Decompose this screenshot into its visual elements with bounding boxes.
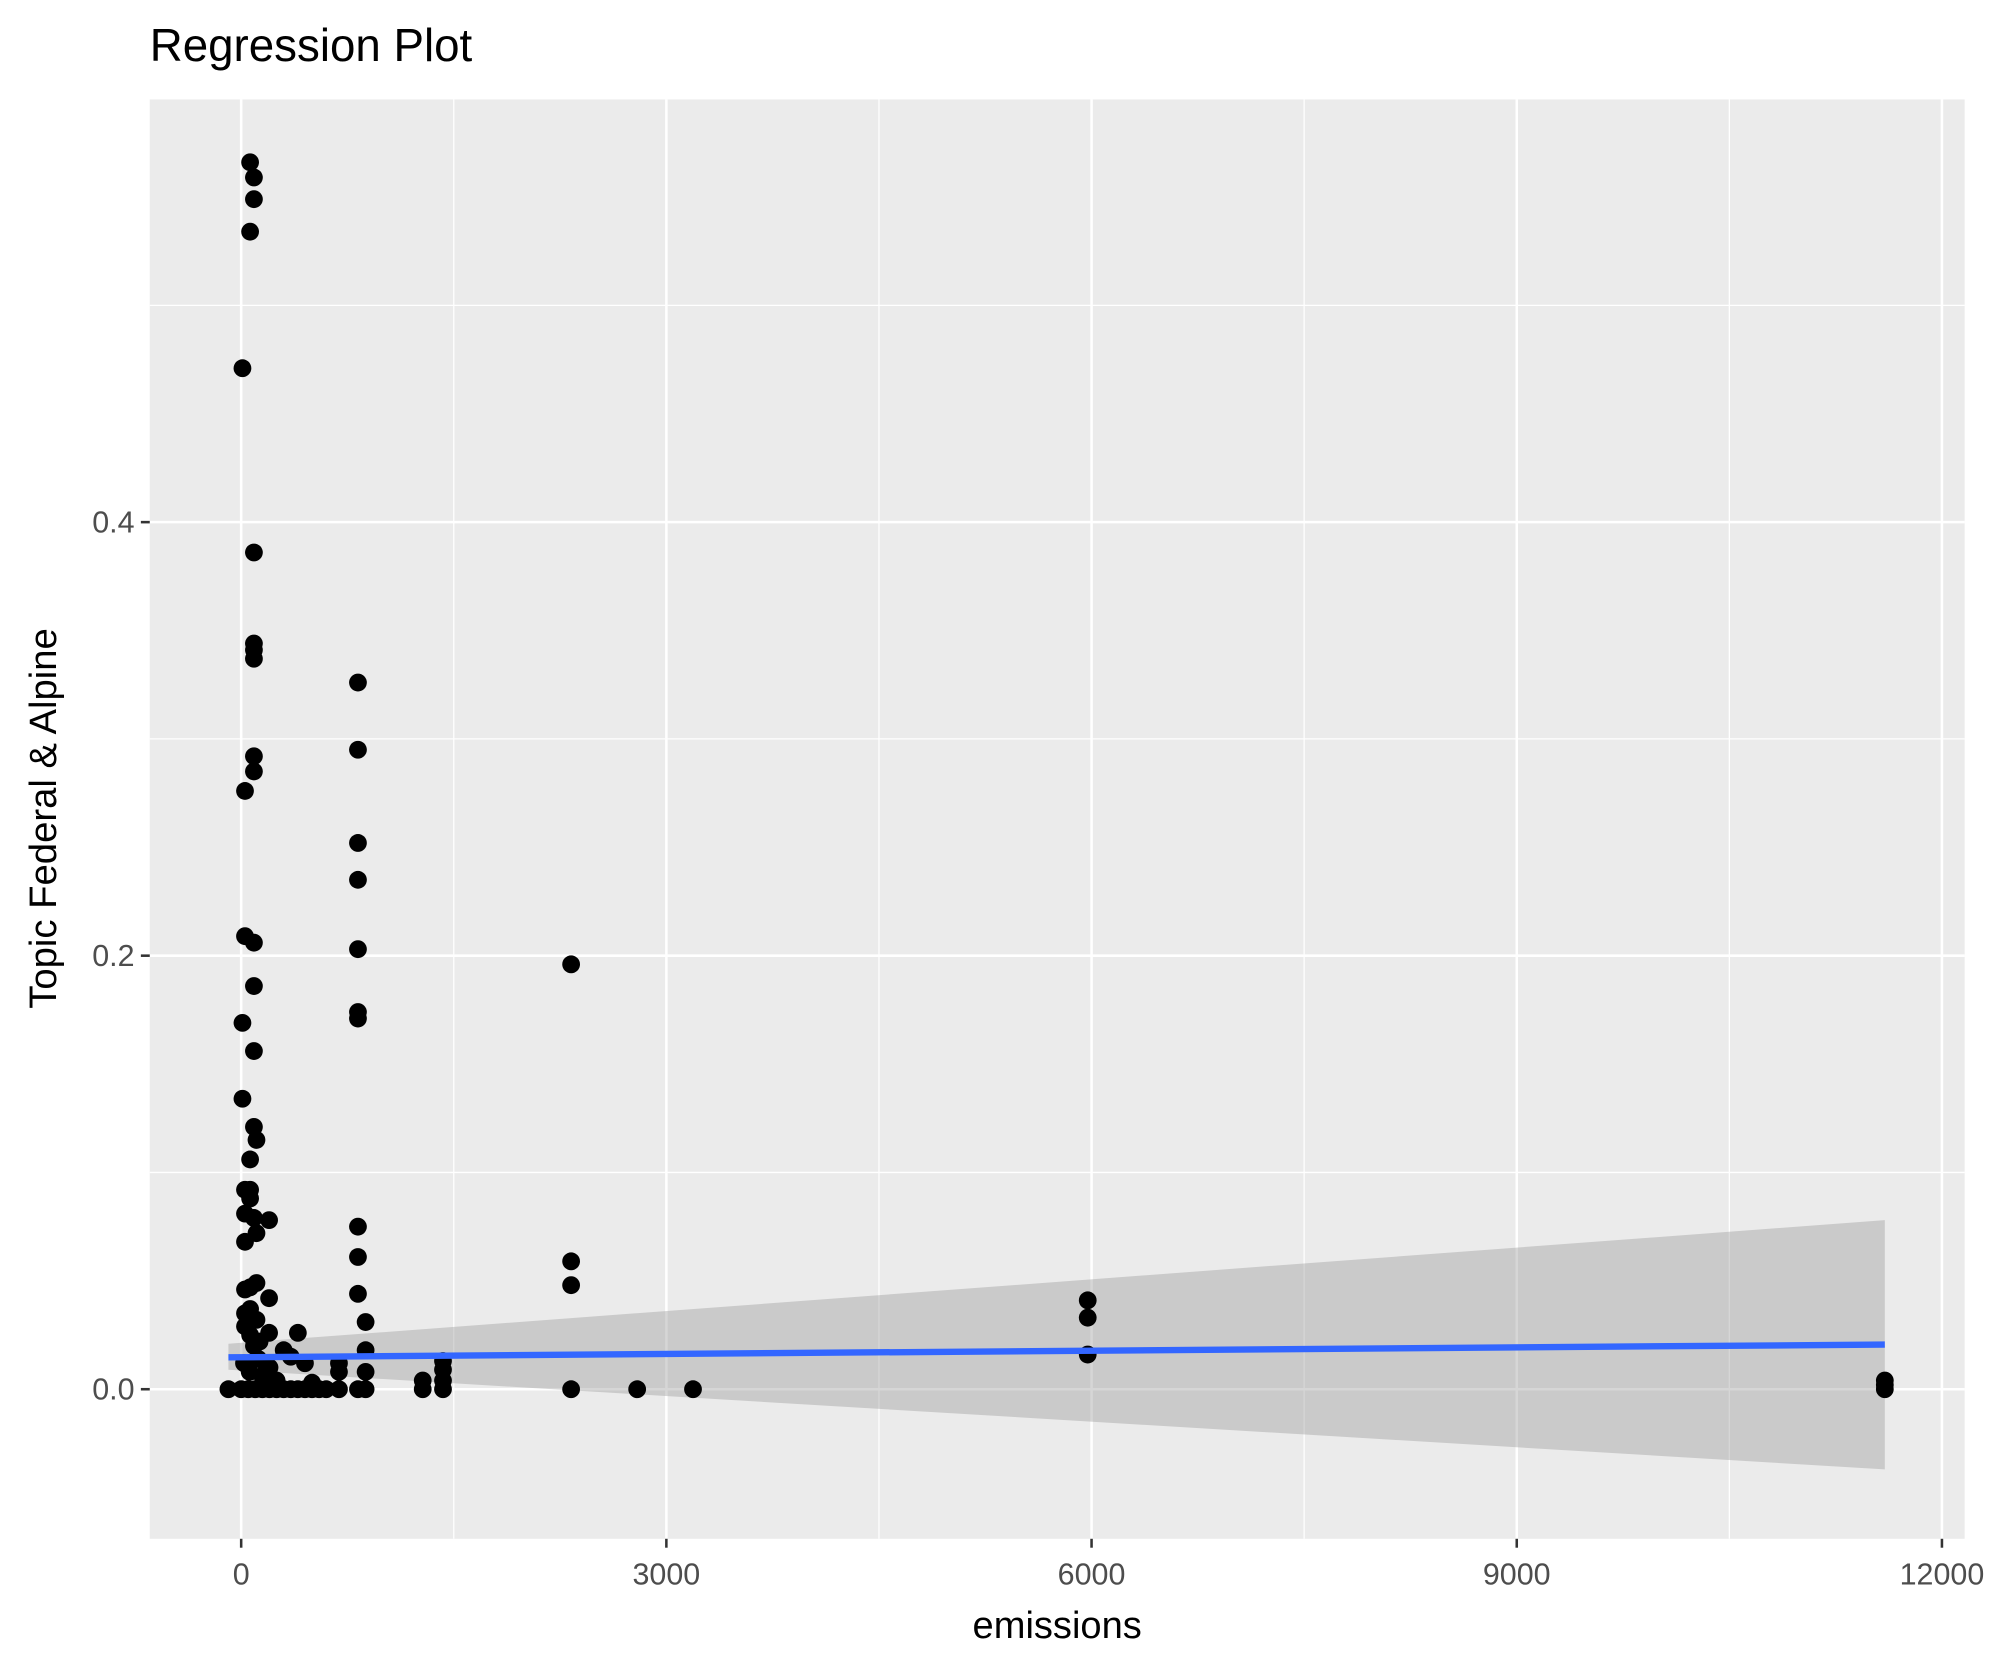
data-point bbox=[330, 1362, 348, 1381]
data-point bbox=[1078, 1291, 1097, 1310]
x-tick-label: 3000 bbox=[632, 1558, 700, 1592]
data-points bbox=[219, 153, 1894, 1399]
data-point bbox=[434, 1380, 452, 1399]
data-point bbox=[349, 673, 367, 692]
data-point bbox=[241, 153, 259, 172]
data-point bbox=[349, 940, 367, 959]
data-point bbox=[245, 1042, 263, 1060]
data-point bbox=[245, 933, 263, 952]
data-point bbox=[236, 782, 254, 800]
x-axis-label: emissions bbox=[973, 1604, 1142, 1647]
axes: 0 3000 6000 9000 12000 0.0 0.2 0.4 bbox=[92, 505, 1984, 1591]
data-point bbox=[349, 1009, 367, 1028]
data-point bbox=[241, 1150, 259, 1169]
x-tick-label: 0 bbox=[233, 1558, 250, 1592]
x-tick-label: 12000 bbox=[1900, 1558, 1985, 1592]
data-point bbox=[236, 1232, 254, 1251]
data-point bbox=[245, 543, 263, 562]
data-point bbox=[356, 1313, 375, 1331]
data-point bbox=[356, 1362, 375, 1381]
y-tick-label: 0.4 bbox=[92, 505, 134, 539]
y-axis-label: Topic Federal & Alpine bbox=[22, 628, 65, 1009]
x-tick-label: 6000 bbox=[1058, 1558, 1126, 1592]
data-point bbox=[233, 1013, 252, 1032]
data-point bbox=[349, 740, 367, 759]
data-point bbox=[245, 762, 263, 781]
data-point bbox=[245, 168, 263, 187]
data-point bbox=[241, 222, 259, 241]
data-point bbox=[317, 1380, 336, 1399]
data-point bbox=[257, 1360, 276, 1379]
data-point bbox=[562, 1380, 581, 1399]
confidence-band bbox=[228, 1220, 1885, 1470]
data-point bbox=[562, 1276, 581, 1295]
data-point bbox=[245, 649, 263, 668]
data-point bbox=[260, 1323, 278, 1342]
data-point bbox=[233, 1089, 252, 1108]
regression-line bbox=[228, 1341, 1885, 1361]
plot-panel bbox=[149, 99, 1965, 1539]
data-point bbox=[245, 190, 263, 209]
data-point bbox=[1875, 1380, 1894, 1399]
y-tick-label: 0.0 bbox=[92, 1372, 134, 1406]
data-point bbox=[247, 1131, 266, 1149]
data-point bbox=[349, 870, 367, 889]
data-point bbox=[349, 1248, 367, 1266]
x-tick-label: 9000 bbox=[1483, 1558, 1551, 1592]
data-point bbox=[241, 1278, 259, 1297]
data-point bbox=[684, 1380, 702, 1399]
data-point bbox=[260, 1211, 278, 1230]
confidence-band-area bbox=[228, 1220, 1885, 1470]
data-point bbox=[233, 359, 252, 378]
data-point bbox=[330, 1380, 348, 1399]
data-point bbox=[356, 1380, 375, 1399]
data-point bbox=[628, 1380, 647, 1399]
data-point bbox=[349, 834, 367, 852]
data-point bbox=[562, 1252, 581, 1271]
regression-line-path bbox=[228, 1341, 1885, 1361]
data-point bbox=[240, 1362, 259, 1381]
y-tick-label: 0.2 bbox=[92, 939, 134, 973]
data-point bbox=[413, 1380, 432, 1399]
data-point bbox=[245, 1209, 263, 1227]
data-point bbox=[349, 1217, 367, 1236]
chart-title: Regression Plot bbox=[150, 20, 473, 71]
data-point bbox=[245, 747, 263, 766]
data-point bbox=[219, 1380, 238, 1399]
data-point bbox=[260, 1289, 278, 1308]
data-point bbox=[288, 1323, 307, 1342]
data-point bbox=[562, 955, 581, 974]
data-point bbox=[241, 1189, 259, 1208]
data-point bbox=[349, 1284, 367, 1303]
data-point bbox=[245, 977, 263, 995]
data-point bbox=[1078, 1308, 1097, 1327]
